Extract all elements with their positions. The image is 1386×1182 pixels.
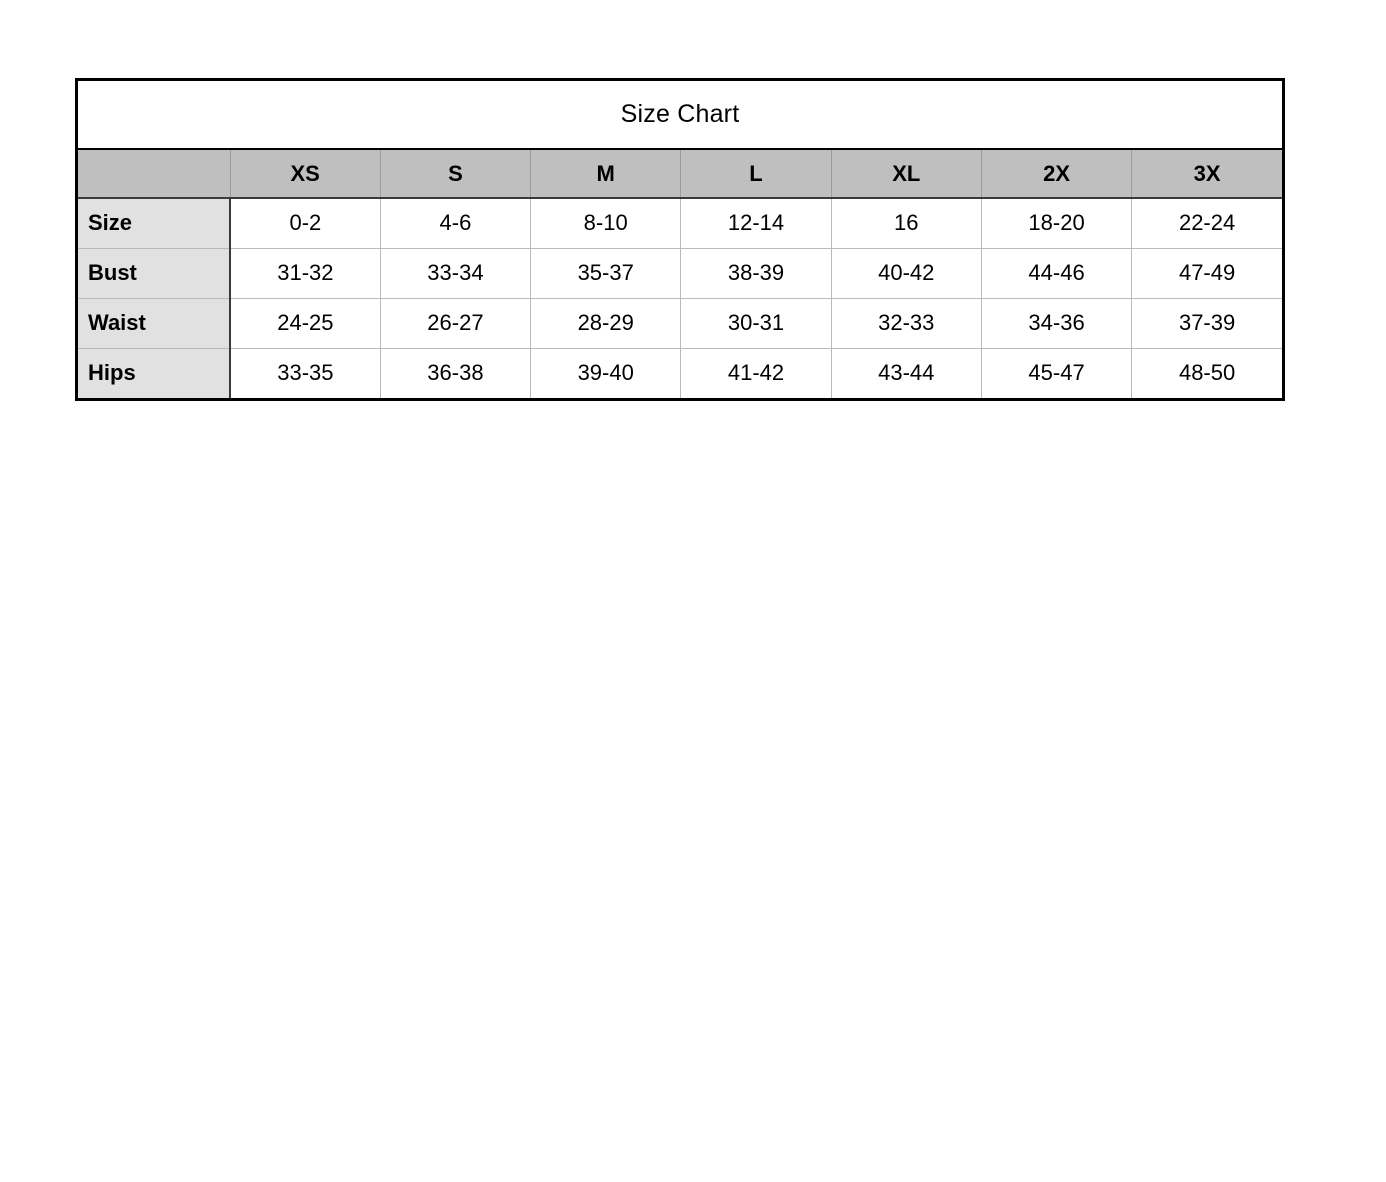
col-header-3x: 3X (1131, 150, 1282, 199)
cell-size-m: 8-10 (530, 198, 681, 248)
table-row-hips: Hips 33-35 36-38 39-40 41-42 43-44 45-47 48-50 (78, 347, 1282, 398)
cell-size-xs: 0-2 (289, 210, 322, 236)
cell-waist-2x: 34-36 (980, 297, 1132, 348)
cell-waist-xl: 32-33 (830, 297, 982, 348)
cell-size-2x: 18-20 (980, 198, 1132, 248)
cell-hips-3x: 48-50 (1131, 347, 1282, 398)
cell-bust-m: 35-37 (530, 247, 681, 298)
col-header-2x: 2X (980, 150, 1132, 199)
cell-waist-s: 26-27 (379, 297, 531, 348)
cell-waist-3x: 37-39 (1131, 297, 1282, 348)
cell-size-s: 4-6 (379, 198, 531, 248)
col-header-m: M (530, 150, 681, 199)
cell-size-l: 12-14 (680, 198, 832, 248)
cell-bust-s: 33-34 (379, 247, 531, 298)
col-header-l: L (680, 150, 832, 199)
cell-bust-2x: 44-46 (980, 247, 1132, 298)
corner-cell (78, 150, 230, 199)
cell-bust-xs: 31-32 (230, 247, 381, 298)
cell-size-xl: 16 (830, 198, 982, 248)
size-chart-table: XS S M L XL 2X 3X Size 0-2 4-6 8-10 12-14 16 18-20 22… (78, 150, 1282, 398)
cell-waist-l: 30-31 (680, 297, 832, 348)
cell-hips-l: 41-42 (680, 347, 832, 398)
cell-hips-xs: 33-35 (230, 347, 381, 398)
row-label-size: Size (78, 198, 231, 248)
size-chart-title: Size Chart (78, 81, 1282, 150)
row-label-bust: Bust (78, 247, 231, 298)
cell-hips-2x: 45-47 (980, 347, 1132, 398)
col-header-xs: XS (229, 150, 381, 199)
header-row: XS S M L XL 2X 3X (78, 150, 1282, 199)
cell-bust-3x: 47-49 (1131, 247, 1282, 298)
table-row-size: Size 0-2 4-6 8-10 12-14 16 18-20 22-24 (78, 198, 1282, 248)
col-header-xl: XL (830, 150, 982, 199)
size-chart-table-container: Size Chart XS S M L XL 2X 3X Size 0-2 4-6 8-10 12-… (75, 78, 1285, 401)
table-row-waist: Waist 24-25 26-27 28-29 30-31 32-33 34-36 37-39 (78, 297, 1282, 348)
row-label-waist: Waist (78, 297, 231, 348)
cell-hips-xl: 43-44 (830, 347, 982, 398)
cell-bust-xl: 40-42 (830, 247, 982, 298)
cell-bust-l: 38-39 (680, 247, 832, 298)
cell-size-3x: 22-24 (1131, 198, 1282, 248)
cell-hips-s: 36-38 (379, 347, 531, 398)
cell-waist-xs: 24-25 (230, 297, 381, 348)
row-label-hips: Hips (78, 347, 231, 398)
table-row-bust: Bust 31-32 33-34 35-37 38-39 40-42 44-46 47-49 (78, 247, 1282, 298)
col-header-s: S (379, 150, 531, 199)
cell-waist-m: 28-29 (530, 297, 681, 348)
size-chart-header-row: XS S M L XL 2X 3X (78, 150, 1282, 199)
size-chart-body: Size 0-2 4-6 8-10 12-14 16 18-20 22-24 Bust 31-32… (78, 198, 1282, 398)
cell-hips-m: 39-40 (530, 347, 681, 398)
